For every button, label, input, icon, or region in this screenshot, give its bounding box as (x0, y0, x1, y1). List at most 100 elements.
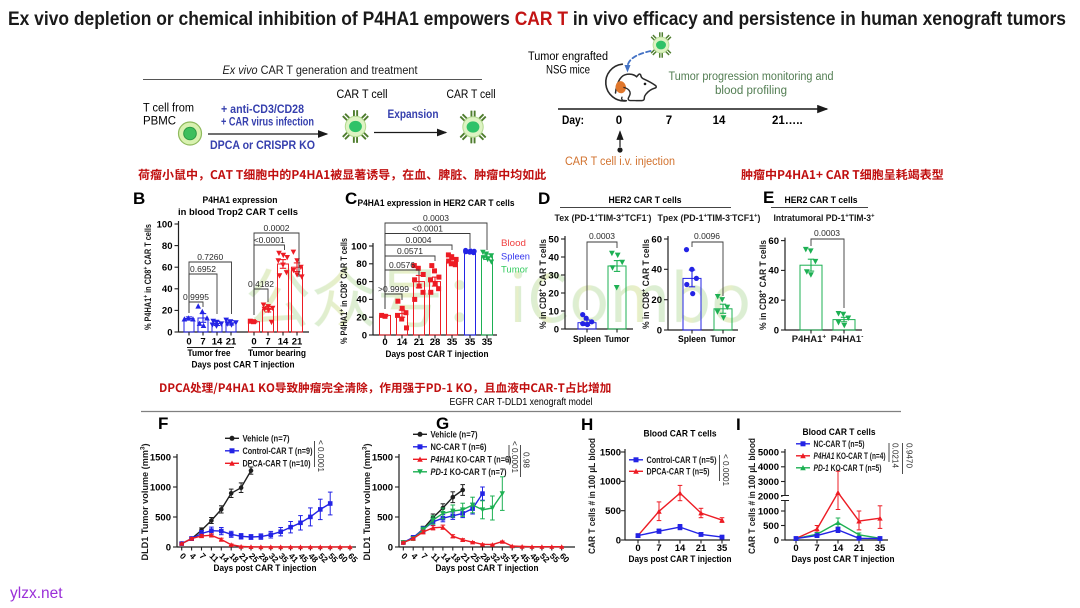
svg-text:0.0003: 0.0003 (589, 231, 615, 241)
svg-text:14: 14 (713, 115, 726, 127)
svg-text:Tumor: Tumor (711, 334, 736, 345)
svg-text:G: G (436, 414, 449, 433)
svg-text:Days post CAR T injection: Days post CAR T injection (386, 349, 489, 360)
svg-text:Tumor: Tumor (605, 334, 630, 345)
svg-text:0: 0 (774, 325, 779, 336)
svg-text:Days post CAR T injection: Days post CAR T injection (214, 563, 317, 574)
svg-text:0.0096: 0.0096 (694, 231, 720, 241)
svg-text:in blood Trop2 CAR T cells: in blood Trop2 CAR T cells (178, 207, 298, 218)
svg-text:10: 10 (548, 306, 559, 317)
svg-text:+ CAR virus infection: + CAR virus infection (221, 117, 314, 129)
svg-text:1500: 1500 (150, 452, 171, 463)
svg-text:1000: 1000 (600, 477, 621, 488)
svg-text:CAR T cell: CAR T cell (337, 89, 388, 101)
svg-text:0: 0 (382, 337, 387, 348)
svg-text:0.7260: 0.7260 (197, 252, 223, 262)
svg-text:35: 35 (875, 543, 886, 554)
svg-text:EGFR CAR T-DLD1 xenograft mode: EGFR CAR T-DLD1 xenograft model (450, 397, 593, 408)
svg-text:60: 60 (356, 277, 367, 288)
svg-text:DLD1 Tumor volume (mm3): DLD1 Tumor volume (mm3) (140, 444, 152, 561)
svg-text:0: 0 (635, 543, 640, 554)
svg-text:+ anti-CD3/CD28: + anti-CD3/CD28 (221, 104, 305, 116)
svg-text:80: 80 (162, 241, 173, 252)
svg-text:7: 7 (666, 115, 672, 127)
svg-text:0: 0 (554, 324, 559, 335)
svg-text:P4HA1 expression in HER2 CAR T: P4HA1 expression in HER2 CAR T cells (358, 198, 515, 209)
svg-text:0.0004: 0.0004 (406, 235, 432, 245)
svg-text:PBMC: PBMC (143, 116, 176, 128)
svg-text:I: I (736, 415, 741, 434)
svg-text:20: 20 (651, 295, 662, 306)
svg-text:0.9470: 0.9470 (905, 443, 914, 468)
svg-text:2000: 2000 (758, 492, 779, 503)
svg-text:T cell from: T cell from (143, 103, 194, 115)
svg-text:35: 35 (447, 337, 458, 348)
svg-text:<0.0001: <0.0001 (254, 235, 285, 245)
svg-text:0.0003: 0.0003 (814, 228, 840, 238)
svg-text:35: 35 (717, 543, 728, 554)
svg-text:D: D (538, 189, 550, 208)
svg-text:1000: 1000 (758, 506, 779, 517)
svg-text:NSG mice: NSG mice (546, 65, 590, 77)
svg-text:Days post CAR T injection: Days post CAR T injection (192, 360, 295, 371)
svg-text:DPCA-CAR T (n=5): DPCA-CAR T (n=5) (647, 467, 710, 477)
svg-text:Spleen: Spleen (501, 252, 530, 263)
svg-text:7: 7 (419, 551, 430, 562)
svg-text:7: 7 (814, 543, 819, 554)
svg-text:CAR T cells # in 100 µL blood: CAR T cells # in 100 µL blood (747, 438, 758, 554)
svg-text:21: 21 (696, 543, 707, 554)
svg-text:100: 100 (157, 219, 173, 230)
svg-text:DPCA or CRISPR KO: DPCA or CRISPR KO (210, 138, 315, 152)
svg-text:CAR T cell i.v. injection: CAR T cell i.v. injection (565, 156, 675, 168)
svg-text:7: 7 (198, 551, 209, 562)
svg-text:F: F (158, 414, 168, 433)
svg-text:H: H (581, 415, 593, 434)
svg-text:0: 0 (616, 115, 622, 127)
svg-text:4: 4 (188, 551, 199, 562)
svg-text:4000: 4000 (758, 462, 779, 473)
svg-text:PD-1 KO-CAR T (n=5): PD-1 KO-CAR T (n=5) (814, 463, 882, 473)
svg-text:1000: 1000 (372, 482, 393, 493)
svg-text:14: 14 (278, 337, 289, 348)
svg-text:Days post CAR T injection: Days post CAR T injection (436, 563, 539, 574)
svg-text:>0.9999: >0.9999 (378, 284, 409, 294)
svg-text:ylzx.net: ylzx.net (10, 585, 63, 602)
svg-text:14: 14 (397, 337, 408, 348)
svg-text:100: 100 (351, 241, 367, 252)
svg-text:< 0.0001: < 0.0001 (510, 441, 519, 474)
svg-text:blood profiling: blood profiling (715, 85, 787, 97)
svg-text:1000: 1000 (150, 482, 171, 493)
svg-text:0.0571: 0.0571 (397, 246, 423, 256)
svg-text:NC-CAR T (n=5): NC-CAR T (n=5) (814, 439, 865, 449)
svg-text:Spleen: Spleen (573, 334, 601, 345)
svg-text:28: 28 (430, 337, 441, 348)
svg-text:Vehicle (n=7): Vehicle (n=7) (431, 430, 478, 440)
svg-text:0: 0 (657, 325, 662, 336)
svg-text:0: 0 (774, 535, 779, 546)
svg-text:14: 14 (833, 543, 844, 554)
svg-text:4: 4 (409, 551, 420, 562)
svg-text:60: 60 (768, 236, 779, 247)
svg-text:0: 0 (186, 337, 191, 348)
svg-text:0.6952: 0.6952 (190, 264, 216, 274)
svg-text:P4HA1+: P4HA1+ (792, 334, 827, 346)
svg-text:Control-CAR T (n=9): Control-CAR T (n=9) (243, 446, 313, 456)
svg-text:Vehicle (n=7): Vehicle (n=7) (243, 434, 290, 444)
svg-text:0.9995: 0.9995 (183, 292, 209, 302)
svg-text:< 0.0001: < 0.0001 (721, 454, 730, 487)
svg-text:0: 0 (793, 543, 798, 554)
svg-text:HER2 CAR T cells: HER2 CAR T cells (785, 195, 858, 206)
svg-text:0: 0 (166, 542, 171, 553)
svg-text:20: 20 (548, 288, 559, 299)
svg-text:C: C (345, 189, 357, 208)
svg-text:60: 60 (651, 234, 662, 245)
svg-text:21: 21 (226, 337, 237, 348)
svg-text:0: 0 (251, 337, 256, 348)
svg-text:Tex (PD-1+TIM-3+TCF1-): Tex (PD-1+TIM-3+TCF1-) (555, 213, 652, 225)
svg-text:Ex vivo CAR T generation and t: Ex vivo CAR T generation and treatment (223, 65, 419, 77)
svg-text:Tumor engrafted: Tumor engrafted (528, 51, 608, 63)
svg-text:PD-1 KO-CAR T (n=7): PD-1 KO-CAR T (n=7) (431, 467, 507, 477)
svg-text:Day:: Day: (562, 115, 584, 127)
svg-text:Tpex (PD-1+TIM-3-TCF1+): Tpex (PD-1+TIM-3-TCF1+) (658, 213, 761, 225)
svg-text:Expansion: Expansion (388, 109, 439, 121)
